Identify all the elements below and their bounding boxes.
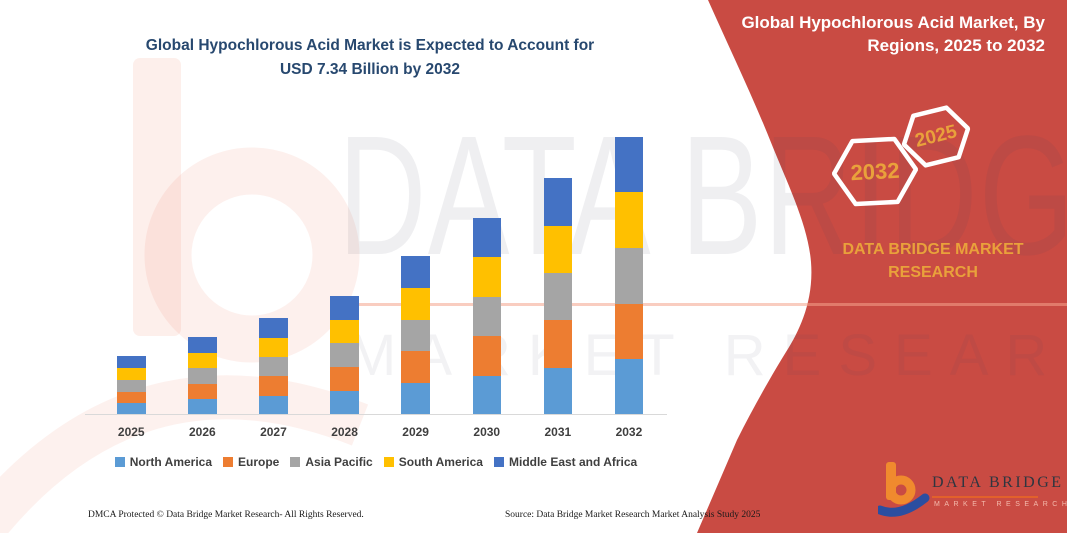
segment-europe — [614, 303, 644, 360]
segment-south-america — [117, 368, 146, 380]
segment-north-america — [614, 359, 644, 415]
bar-2028 — [330, 295, 359, 415]
segment-asia-pacific — [614, 247, 644, 304]
segment-south-america — [472, 257, 501, 297]
band-title-line1: Global Hypochlorous Acid Market, By — [741, 13, 1045, 32]
logo-subtext: MARKET RESEARCH — [934, 501, 1067, 508]
segment-europe — [330, 367, 359, 392]
dbmr-logo-mark-icon — [878, 462, 930, 517]
x-axis-label-2030: 2030 — [473, 425, 501, 439]
footer-source-text: Source: Data Bridge Market Research Mark… — [505, 510, 761, 520]
band-brand-line2: RESEARCH — [888, 264, 978, 281]
segment-north-america — [472, 375, 501, 415]
chart-title-line1: Global Hypochlorous Acid Market is Expec… — [145, 37, 595, 54]
bar-2030 — [472, 218, 501, 415]
band-brand-text: DATA BRIDGE MARKET RESEARCH — [818, 238, 1048, 284]
segment-asia-pacific — [117, 379, 146, 392]
segment-north-america — [117, 403, 146, 415]
segment-south-america — [401, 287, 430, 320]
legend-swatch-icon — [493, 457, 504, 467]
red-ribbon-shape — [697, 0, 1067, 533]
band-title: Global Hypochlorous Acid Market, By Regi… — [715, 11, 1045, 57]
x-axis-label-2031: 2031 — [544, 425, 572, 439]
legend-label: Europe — [238, 455, 280, 469]
bar-2027 — [259, 318, 288, 415]
bar-2031 — [543, 178, 573, 415]
segment-middle-east-and-africa — [614, 136, 644, 193]
segment-middle-east-and-africa — [543, 178, 573, 226]
segment-europe — [188, 383, 217, 400]
segment-middle-east-and-africa — [330, 295, 359, 320]
band-title-line2: Regions, 2025 to 2032 — [867, 36, 1045, 55]
segment-asia-pacific — [543, 273, 573, 321]
x-axis-label-2025: 2025 — [117, 425, 145, 439]
hexagon-badge-2025: 2025 — [895, 100, 977, 172]
x-axis-label-2029: 2029 — [402, 425, 429, 439]
watermark-underline — [345, 303, 1067, 306]
band-brand-line1: DATA BRIDGE MARKET — [842, 241, 1024, 258]
hexagon-badge-2032: 2032 — [830, 135, 919, 208]
bar-2029 — [401, 255, 430, 415]
x-axis-label-2027: 2027 — [260, 425, 287, 439]
segment-europe — [472, 336, 501, 376]
footer-dmca-text: DMCA Protected © Data Bridge Market Rese… — [88, 510, 364, 520]
segment-asia-pacific — [188, 368, 217, 384]
segment-north-america — [543, 367, 573, 415]
logo-wordmark: DATA BRIDGE — [932, 474, 1064, 491]
segment-asia-pacific — [472, 296, 501, 337]
segment-middle-east-and-africa — [117, 356, 146, 369]
segment-north-america — [401, 383, 430, 415]
bar-2032 — [614, 136, 644, 415]
chart-title-line2: USD 7.34 Billion by 2032 — [279, 61, 461, 78]
legend-label: Middle East and Africa — [508, 455, 638, 469]
legend-item-europe: Europe — [223, 455, 279, 469]
legend-item-south-america: South America — [383, 455, 483, 469]
x-axis-line — [85, 414, 667, 415]
segment-south-america — [330, 319, 359, 344]
segment-south-america — [543, 225, 573, 273]
segment-asia-pacific — [259, 357, 288, 377]
x-axis-label-2032: 2032 — [615, 425, 643, 439]
legend-swatch-icon — [114, 457, 125, 467]
legend-item-asia-pacific: Asia Pacific — [290, 455, 373, 469]
segment-europe — [259, 376, 288, 396]
hexagon-outline-icon — [901, 105, 971, 168]
legend-item-north-america: North America — [114, 455, 213, 469]
legend-label: South America — [398, 455, 483, 469]
segment-europe — [401, 351, 430, 384]
legend-label: Asia Pacific — [305, 455, 373, 469]
segment-south-america — [188, 352, 217, 369]
segment-north-america — [259, 395, 288, 415]
hexagon-outline-icon — [831, 136, 919, 207]
segment-middle-east-and-africa — [472, 218, 501, 258]
logo-underline — [932, 496, 1038, 498]
segment-north-america — [330, 391, 359, 415]
segment-asia-pacific — [401, 319, 430, 352]
legend-swatch-icon — [383, 457, 394, 467]
segment-middle-east-and-africa — [188, 337, 217, 353]
chart-legend: North America Europe Asia Pacific South Ame… — [85, 455, 667, 469]
x-axis-label-2026: 2026 — [188, 425, 216, 439]
x-axis-label-2028: 2028 — [331, 425, 358, 439]
segment-europe — [543, 320, 573, 368]
segment-middle-east-and-africa — [259, 318, 288, 338]
segment-europe — [117, 391, 146, 404]
dbmr-logo: DATA BRIDGE MARKET RESEARCH — [878, 458, 1067, 524]
segment-north-america — [188, 399, 217, 415]
legend-label: North America — [129, 455, 213, 469]
legend-swatch-icon — [290, 457, 301, 467]
hexagon-2025-label: 2025 — [912, 120, 959, 152]
legend-item-middle-east-and-africa: Middle East and Africa — [493, 455, 638, 469]
chart-title: Global Hypochlorous Acid Market is Expec… — [85, 34, 655, 82]
legend-swatch-icon — [223, 457, 234, 467]
segment-south-america — [614, 192, 644, 248]
segment-middle-east-and-africa — [401, 255, 430, 288]
segment-south-america — [259, 337, 288, 358]
segment-asia-pacific — [330, 343, 359, 368]
bar-2025 — [117, 356, 146, 415]
bar-2026 — [188, 337, 217, 415]
